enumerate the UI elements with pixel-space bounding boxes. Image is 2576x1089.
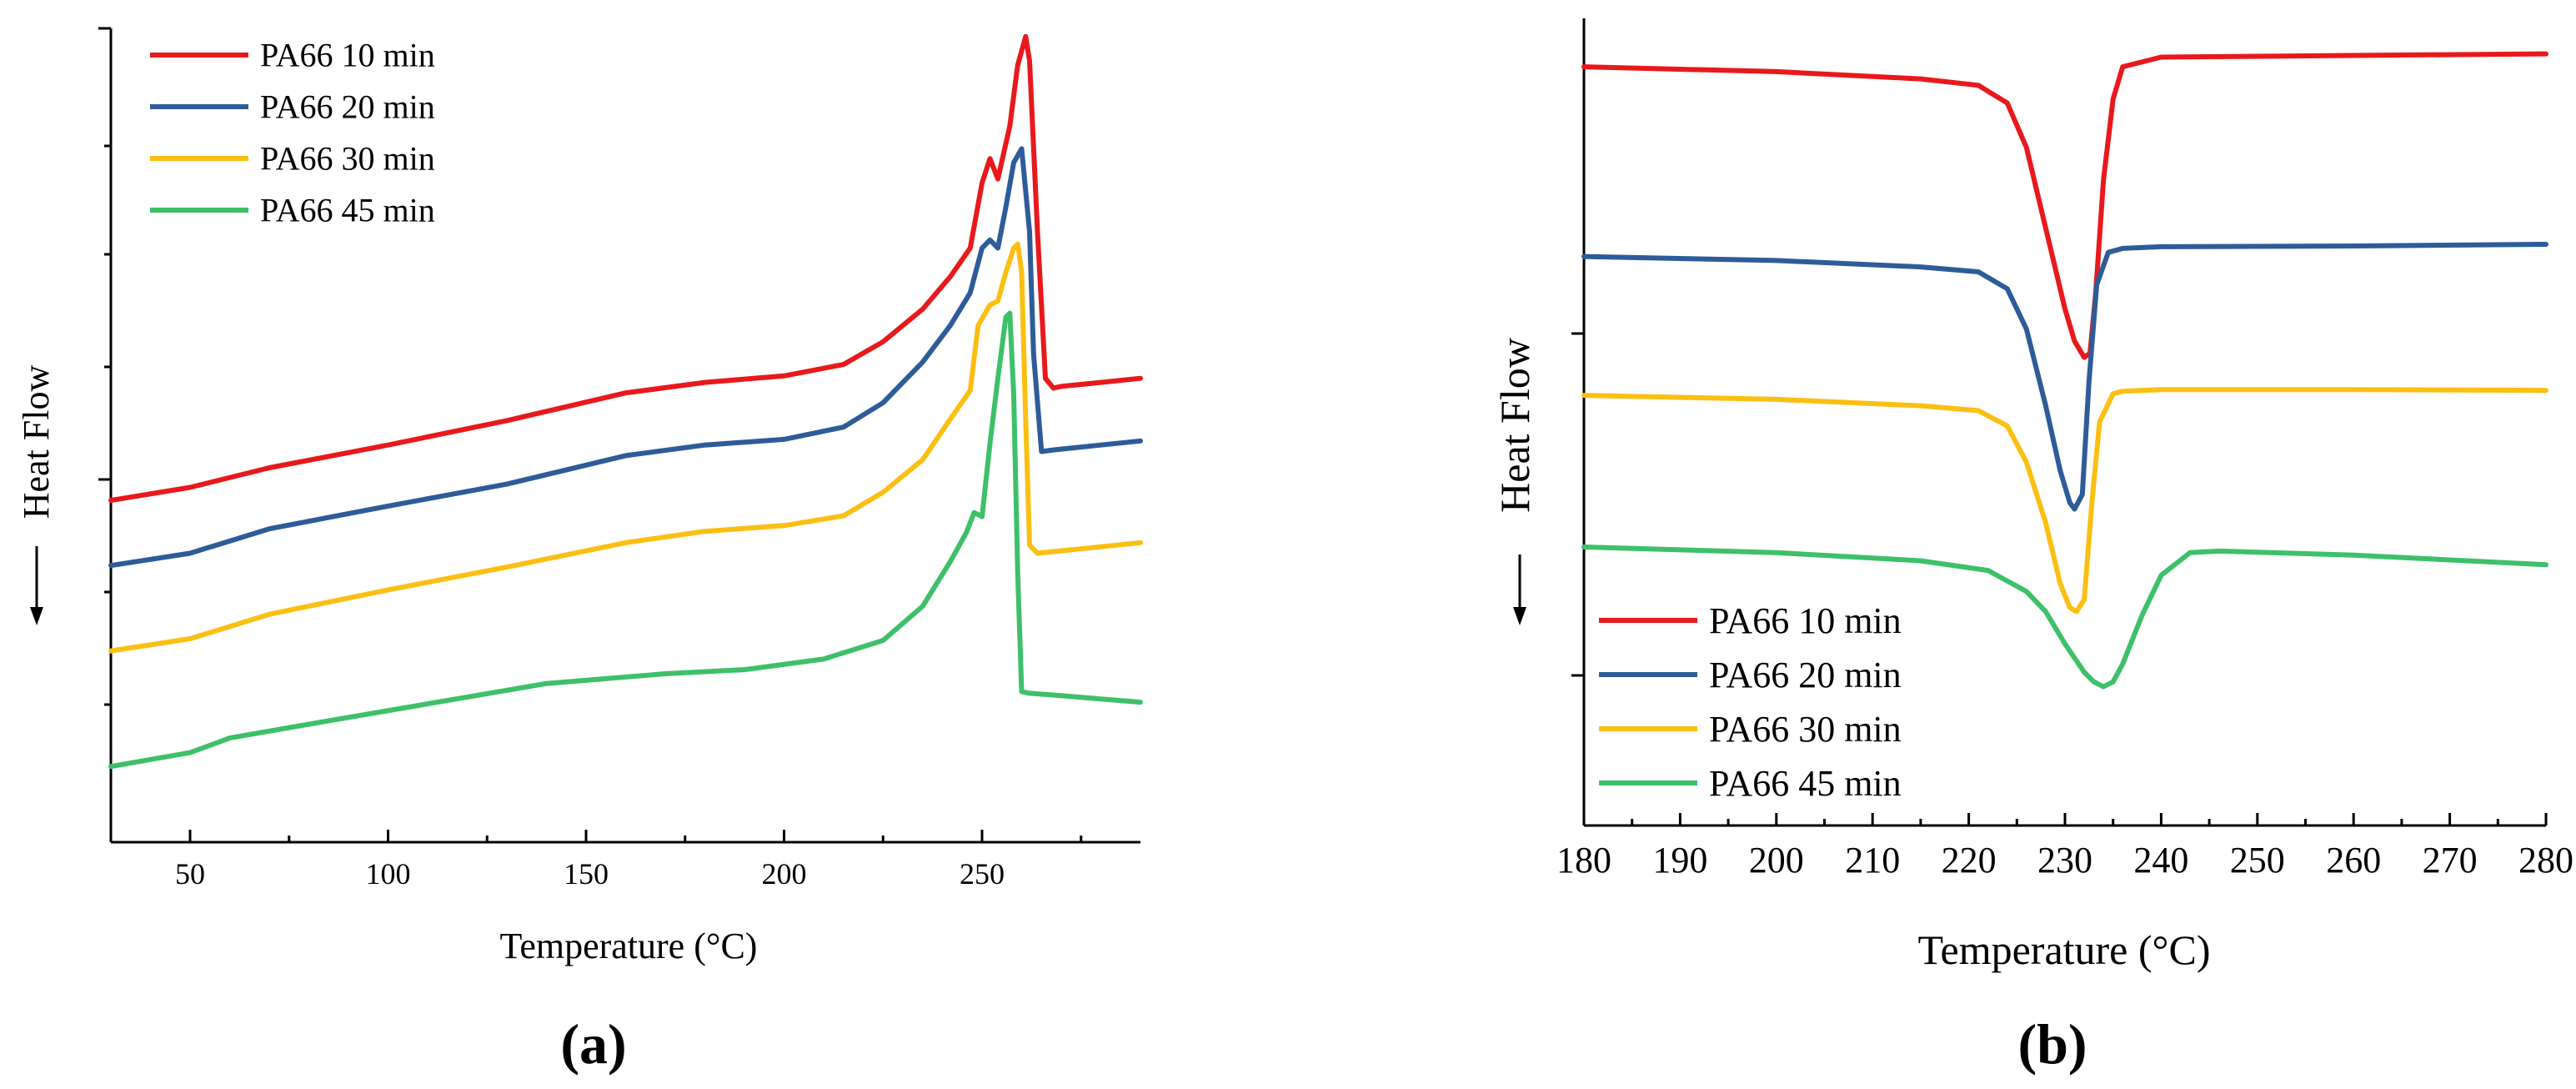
- chart-a-x-ticks: 50 100 150 200 250: [175, 830, 1083, 891]
- chart-a-legend-label: PA66 45 min: [260, 192, 435, 229]
- chart-b-legend-item: PA66 30 min: [1599, 709, 1902, 750]
- chart-a-x-tick-label: 250: [960, 857, 1005, 891]
- chart-b-x-tick-label: 230: [2037, 840, 2092, 881]
- chart-b-legend-label: PA66 20 min: [1709, 655, 1902, 695]
- chart-b-x-label: Temperature (°C): [1917, 926, 2210, 973]
- chart-b-y-axis: [1571, 18, 1586, 826]
- heat-flow-arrow-a: [30, 546, 43, 625]
- chart-b-y-label: Heat Flow: [1491, 338, 1538, 513]
- chart-a-legend-item: PA66 45 min: [150, 192, 435, 229]
- chart-b-x-ticks: 180 190 200 210 220 230 240 250 260 270 280: [1556, 813, 2573, 881]
- chart-a-legend-item: PA66 20 min: [150, 88, 435, 126]
- chart-b-legend-item: PA66 10 min: [1599, 600, 1902, 641]
- chart-a-series-line-4: [108, 310, 1143, 770]
- chart-a-x-tick-label: 200: [762, 857, 807, 891]
- chart-a-series-line-2: [108, 146, 1143, 569]
- chart-b: 180 190 200 210 220 230 240 250 260 270 280 PA66 1…: [1491, 18, 2573, 1076]
- chart-b-x-tick-label: 200: [1749, 840, 1804, 881]
- chart-b-legend: PA66 10 min PA66 20 min PA66 30 min PA66 45…: [1599, 600, 1902, 804]
- chart-b-series-line-2: [1581, 242, 2548, 512]
- chart-b-x-tick-label: 280: [2518, 840, 2573, 881]
- chart-b-legend-label: PA66 30 min: [1709, 709, 1902, 750]
- chart-b-x-tick-label: 250: [2230, 840, 2285, 881]
- chart-a-legend-label: PA66 20 min: [260, 88, 435, 126]
- chart-b-x-tick-label: 190: [1652, 840, 1707, 881]
- chart-b-legend-label: PA66 10 min: [1709, 600, 1902, 641]
- chart-a-y-label: Heat Flow: [16, 365, 57, 519]
- chart-a-x-label: Temperature (°C): [500, 926, 758, 966]
- chart-a-series-line-1: [108, 33, 1143, 504]
- chart-a-legend-item: PA66 10 min: [150, 37, 435, 74]
- chart-a-y-axis: [98, 27, 113, 842]
- chart-b-x-tick-label: 270: [2423, 840, 2478, 881]
- chart-b-series-line-3: [1581, 387, 2548, 615]
- chart-b-x-tick-label: 220: [1942, 840, 1997, 881]
- chart-a-series: [108, 33, 1143, 770]
- chart-b-legend-item: PA66 20 min: [1599, 655, 1902, 695]
- chart-a-x-tick-label: 100: [366, 857, 411, 891]
- chart-b-x-tick-label: 240: [2133, 840, 2188, 881]
- chart-b-legend-label: PA66 45 min: [1709, 763, 1902, 804]
- chart-a-legend: PA66 10 min PA66 20 min PA66 30 min PA66 45…: [150, 37, 435, 229]
- chart-b-x-tick-label: 260: [2326, 840, 2381, 881]
- chart-b-x-tick-label: 210: [1845, 840, 1900, 881]
- chart-a-legend-label: PA66 10 min: [260, 37, 435, 74]
- chart-a-x-tick-label: 150: [564, 857, 609, 891]
- chart-a-legend-item: PA66 30 min: [150, 140, 435, 178]
- chart-b-series-line-4: [1581, 544, 2548, 690]
- panel-label-b: (b): [2017, 1012, 2087, 1076]
- chart-a-series-line-3: [108, 241, 1143, 654]
- chart-b-series-line-1: [1581, 51, 2548, 360]
- chart-b-series: [1581, 51, 2548, 690]
- chart-a-x-tick-label: 50: [175, 857, 205, 891]
- heat-flow-arrow-b: [1513, 555, 1526, 625]
- chart-b-legend-item: PA66 45 min: [1599, 763, 1902, 804]
- panel-label-a: (a): [560, 1012, 626, 1076]
- chart-b-x-tick-label: 180: [1556, 840, 1611, 881]
- chart-a-legend-label: PA66 30 min: [260, 140, 435, 178]
